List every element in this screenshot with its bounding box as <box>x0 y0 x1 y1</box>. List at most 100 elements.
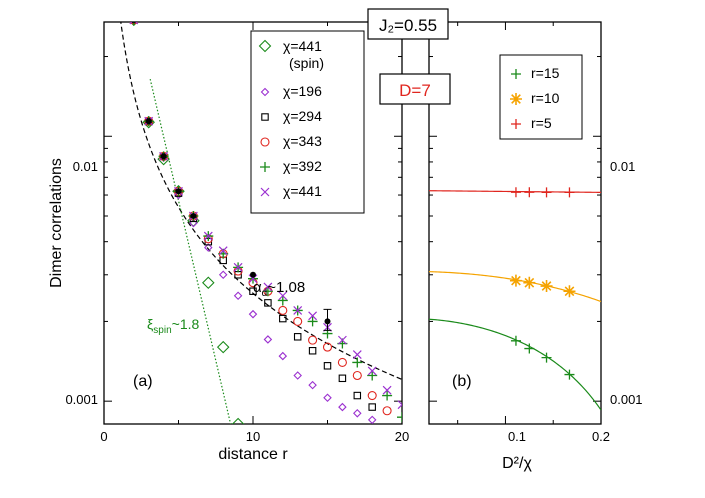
legend-marker-chi343 <box>260 137 270 147</box>
point-chi196-r16 <box>338 402 347 412</box>
panel-b-data-marks <box>509 187 576 380</box>
point-chi441-r13 <box>293 306 303 315</box>
a-xtick-label-10: 10 <box>246 429 260 444</box>
legend-symbol-chi196 <box>260 87 270 97</box>
point-r15-0 <box>510 335 521 346</box>
panel-b-label: (b) <box>452 373 472 390</box>
alpha-value: ~1.08 <box>267 279 305 296</box>
legend-symbol-chi441 <box>260 187 270 197</box>
panel-a-legend: χ=441 (spin) χ=196 χ=294 χ=343 χ=392 χ=4… <box>250 30 365 214</box>
point-chi343-r17 <box>352 370 362 381</box>
legend-label-r10: r=10 <box>531 90 560 106</box>
panel-a-legend-box <box>250 30 365 214</box>
point-chi196-r12 <box>278 351 288 361</box>
point-extrapolated-r2 <box>131 22 136 23</box>
point-chi294-r11 <box>264 299 272 307</box>
point-chi441-r14 <box>308 311 318 321</box>
point-chi294-r18 <box>368 403 376 411</box>
point-chi441-spin-r7 <box>202 276 215 289</box>
legend-label-r15: r=15 <box>531 65 560 81</box>
legend-marker-r15 <box>511 69 521 79</box>
legend-label-chi196: χ=196 <box>283 83 322 99</box>
alpha-annotation: αd~1.08 <box>253 279 305 299</box>
point-r15-1 <box>524 343 535 354</box>
legend-label-spin: (spin) <box>289 55 324 71</box>
b-xtick-label-0.2: 0.2 <box>592 429 610 444</box>
legend-label-chi343: χ=343 <box>283 133 322 149</box>
legend-label-chi392: χ=392 <box>283 158 322 174</box>
point-chi343-r12 <box>278 305 288 316</box>
point-extrapolated-r3 <box>145 118 152 125</box>
a-xtick-label-20: 20 <box>395 429 409 444</box>
legend-symbol-chi343 <box>260 137 270 147</box>
legend-label-chi441-spin: χ=441 <box>283 38 322 54</box>
alpha-symbol: α <box>253 279 262 296</box>
panel-b-frame <box>428 21 602 425</box>
point-chi196-r8 <box>218 270 228 280</box>
panel-b-legend: r=15 r=10 r=5 <box>499 54 583 140</box>
point-chi392-r12 <box>277 295 288 306</box>
legend-marker-chi294 <box>261 113 269 121</box>
point-chi343-r13 <box>293 316 303 326</box>
point-chi196-r14 <box>308 380 317 390</box>
point-chi294-r15 <box>323 362 332 370</box>
point-chi294-r16 <box>338 374 347 383</box>
point-chi441-r18 <box>367 366 377 376</box>
b-ytick-label-0.01: 0.01 <box>610 159 635 174</box>
point-chi294-r14 <box>308 347 317 355</box>
legend-marker-r10 <box>510 93 522 105</box>
legend-label-r5: r=5 <box>531 115 552 131</box>
point-chi392-r14 <box>307 316 318 327</box>
point-chi441-r2 <box>129 22 139 25</box>
point-chi441-r7 <box>203 231 213 241</box>
point-r5-0 <box>510 187 521 198</box>
r10-fit-curve <box>429 271 601 303</box>
point-chi196-r11 <box>263 335 273 344</box>
xi-annotation: ξspin~1.8 <box>147 316 199 336</box>
panel-a-label: (a) <box>133 373 153 390</box>
point-chi294-r17 <box>353 391 362 400</box>
point-r10-2 <box>540 280 553 293</box>
d-label-box <box>379 73 451 105</box>
point-r15-2 <box>541 352 552 363</box>
a-xtick-label-0: 0 <box>100 429 107 444</box>
b-xtick-label-0.1: 0.1 <box>508 429 526 444</box>
j2-label-box <box>367 8 449 40</box>
legend-label-chi294: χ=294 <box>283 108 322 124</box>
point-chi441-r9 <box>233 262 243 272</box>
point-chi392-r2 <box>133 22 135 25</box>
point-chi441-r11 <box>263 282 273 292</box>
a-x-axis-label: distance r <box>218 446 288 463</box>
d-label: D=7 <box>399 81 431 100</box>
point-chi441-spin-r2 <box>129 22 138 27</box>
point-r10-1 <box>523 276 536 289</box>
point-chi343-r19 <box>382 406 392 416</box>
point-chi441-r12 <box>278 291 288 301</box>
point-extrapolated-r6 <box>190 213 197 220</box>
point-chi392-r20 <box>397 412 402 423</box>
legend-marker-chi441-spin <box>258 39 272 53</box>
point-chi196-r13 <box>293 371 302 380</box>
point-chi196-r10 <box>248 309 258 319</box>
point-r5-1 <box>524 187 535 198</box>
a-ytick-label-0.001: 0.001 <box>65 392 98 407</box>
point-chi343-r15 <box>322 342 333 352</box>
xi-subscript: spin <box>153 325 171 336</box>
point-chi343-r18 <box>367 391 377 401</box>
point-r5-2 <box>541 187 552 198</box>
point-extrapolated-r4 <box>160 153 167 160</box>
xi-symbol: ξ <box>147 316 153 332</box>
point-chi196-r17 <box>353 409 362 418</box>
point-r5-3 <box>564 187 575 198</box>
a-ytick-label-0.01: 0.01 <box>73 159 98 174</box>
legend-label-chi441: χ=441 <box>283 183 322 199</box>
point-r15-3 <box>564 369 575 380</box>
panel-a-ticks <box>103 22 403 424</box>
point-extrapolated-r10 <box>250 271 256 278</box>
point-chi196-r15 <box>323 393 332 403</box>
panel-a-data-marks <box>129 22 402 424</box>
point-chi441-r20 <box>397 400 402 410</box>
panel-b-legend-box <box>499 54 583 140</box>
alpha-subscript: d <box>262 288 268 299</box>
legend-symbol-r5 <box>511 119 521 129</box>
